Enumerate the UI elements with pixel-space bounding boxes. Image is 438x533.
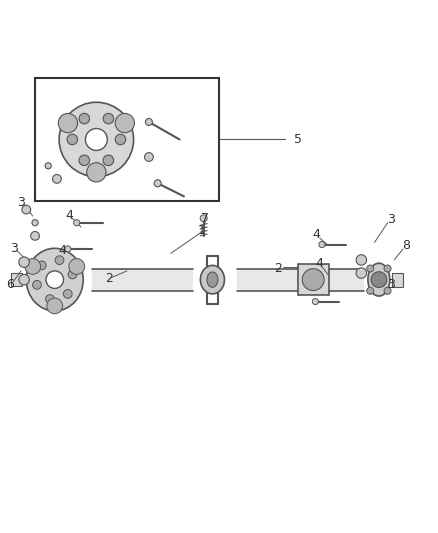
Circle shape (47, 298, 63, 314)
Circle shape (154, 180, 161, 187)
Text: 8: 8 (403, 239, 410, 253)
Circle shape (302, 269, 324, 290)
Circle shape (19, 257, 29, 268)
Circle shape (55, 256, 64, 264)
Bar (392, 273, 403, 287)
Circle shape (46, 295, 54, 303)
Circle shape (69, 259, 85, 274)
Circle shape (85, 128, 107, 150)
Circle shape (32, 280, 41, 289)
Bar (35, 78, 219, 201)
Circle shape (87, 163, 106, 182)
Circle shape (65, 246, 71, 252)
Ellipse shape (207, 272, 218, 287)
Circle shape (79, 155, 89, 166)
Circle shape (25, 259, 41, 274)
Circle shape (32, 220, 38, 226)
Circle shape (45, 163, 51, 169)
Ellipse shape (368, 263, 390, 296)
Circle shape (356, 255, 367, 265)
Text: 1: 1 (198, 224, 205, 237)
Circle shape (74, 220, 80, 226)
Circle shape (200, 215, 207, 222)
Text: 3: 3 (11, 243, 18, 255)
Circle shape (67, 134, 78, 145)
Text: 7: 7 (201, 212, 209, 225)
Text: 6: 6 (6, 278, 14, 292)
Circle shape (384, 287, 391, 294)
Text: 4: 4 (313, 229, 321, 241)
Circle shape (31, 231, 39, 240)
Circle shape (103, 155, 114, 166)
Circle shape (115, 114, 134, 133)
Circle shape (367, 265, 374, 272)
Circle shape (53, 174, 61, 183)
Circle shape (145, 118, 152, 125)
Circle shape (46, 271, 64, 288)
Circle shape (37, 261, 46, 270)
Circle shape (19, 274, 29, 285)
Text: 2: 2 (105, 272, 113, 285)
Text: 2: 2 (274, 262, 282, 274)
Text: 4: 4 (315, 257, 323, 270)
Circle shape (79, 114, 89, 124)
Circle shape (68, 270, 77, 279)
Circle shape (319, 241, 325, 248)
Circle shape (312, 298, 318, 304)
Text: 4: 4 (65, 209, 73, 222)
Ellipse shape (26, 248, 83, 311)
Bar (298, 264, 328, 295)
Circle shape (384, 265, 391, 272)
Circle shape (367, 287, 374, 294)
Ellipse shape (200, 265, 224, 294)
Text: 4: 4 (59, 244, 67, 257)
Polygon shape (92, 269, 193, 290)
Circle shape (356, 268, 367, 278)
Text: 3: 3 (387, 278, 395, 292)
Text: 5: 5 (294, 133, 302, 146)
Circle shape (103, 114, 114, 124)
Text: 3: 3 (387, 213, 395, 225)
Circle shape (59, 102, 134, 177)
Circle shape (145, 152, 153, 161)
Text: 3: 3 (17, 196, 25, 208)
Circle shape (115, 134, 126, 145)
Polygon shape (237, 269, 364, 290)
Circle shape (22, 205, 31, 214)
Circle shape (64, 289, 72, 298)
Circle shape (371, 272, 387, 287)
Bar (11, 273, 22, 286)
Circle shape (58, 114, 78, 133)
